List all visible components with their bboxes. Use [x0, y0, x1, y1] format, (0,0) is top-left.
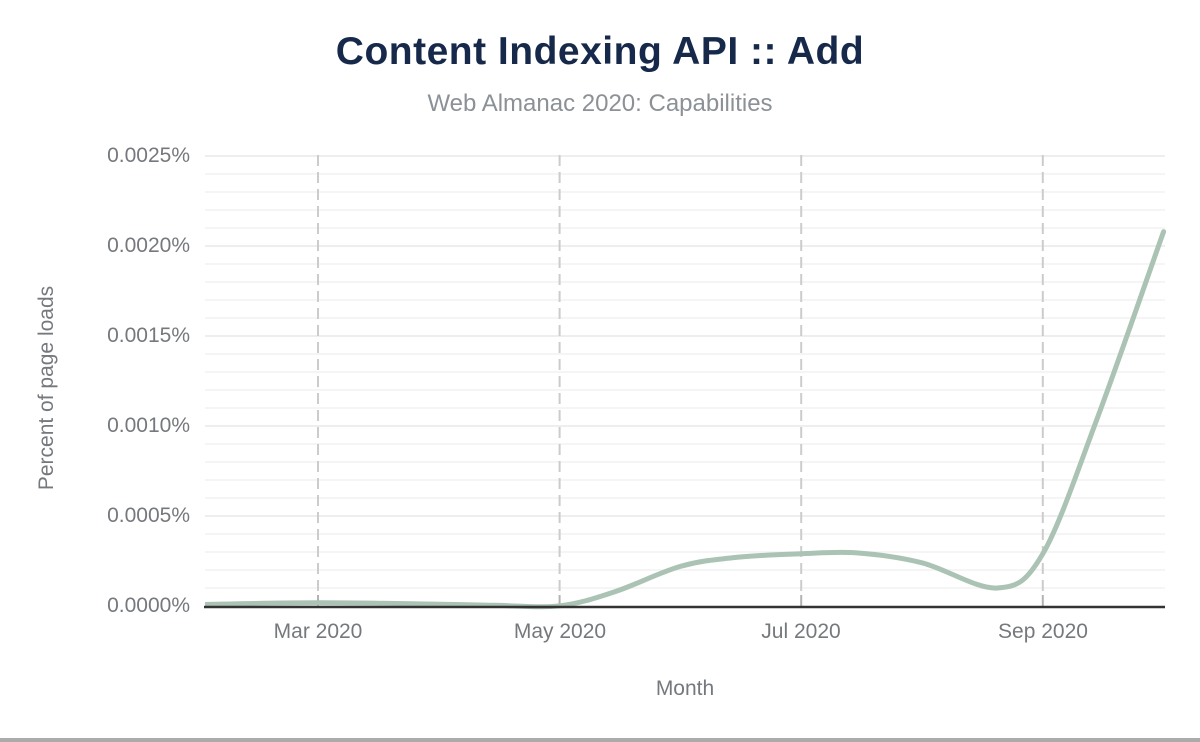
x-tick-label: Jul 2020	[761, 620, 841, 643]
y-tick-label: 0.0000%	[107, 594, 190, 617]
y-tick-label: 0.0005%	[107, 504, 190, 527]
chart-title: Content Indexing API :: Add	[335, 30, 865, 73]
series-line	[205, 229, 1167, 610]
x-tick-label: May 2020	[513, 620, 607, 643]
bottom-divider	[0, 738, 1200, 742]
y-tick-label: 0.0020%	[107, 234, 190, 257]
x-tick-label: Mar 2020	[273, 620, 363, 643]
chart-subtitle: Web Almanac 2020: Capabilities	[427, 90, 773, 117]
x-tick-label: Sep 2020	[998, 620, 1088, 643]
x-axis-title: Month	[655, 677, 715, 700]
y-tick-label: 0.0025%	[107, 144, 190, 167]
y-tick-label: 0.0010%	[107, 414, 190, 437]
y-tick-label: 0.0015%	[107, 324, 190, 347]
